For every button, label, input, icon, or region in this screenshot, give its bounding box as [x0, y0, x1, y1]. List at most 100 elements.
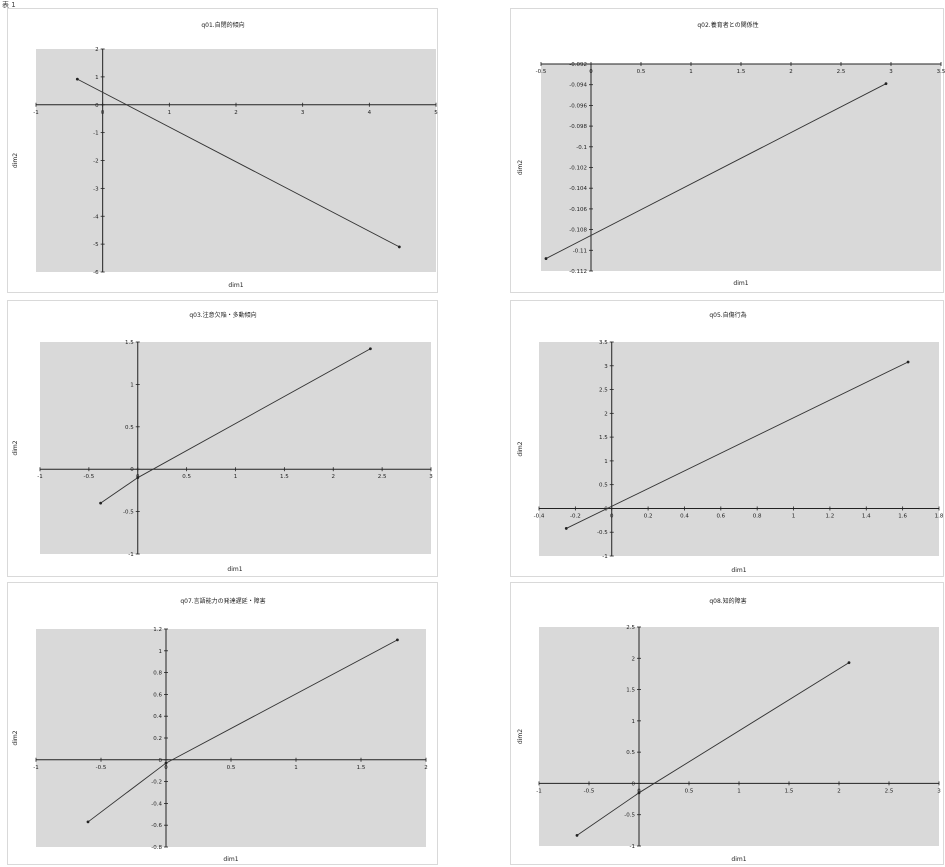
y-tick-label: 1.5 [125, 340, 134, 346]
x-tick-label: -0.4 [534, 513, 545, 519]
data-point [136, 476, 140, 480]
x-axis-label: dim1 [227, 566, 242, 573]
x-tick-label: 2 [789, 69, 793, 75]
y-tick-label: 0 [159, 758, 163, 764]
y-tick-label: 0.5 [626, 750, 635, 756]
y-tick-label: 0 [632, 781, 636, 787]
y-tick-label: 0 [130, 467, 134, 473]
y-axis-label: dim2 [517, 729, 524, 744]
x-tick-label: 1.4 [862, 513, 871, 519]
x-tick-label: 0.5 [685, 788, 694, 794]
x-tick-label: 0.6 [716, 513, 725, 519]
y-tick-label: 0.2 [153, 736, 162, 742]
data-point [368, 347, 372, 351]
y-tick-label: 2 [95, 47, 99, 53]
y-tick-label: -1 [602, 554, 607, 560]
y-tick-label: -1 [630, 844, 635, 850]
plot-area [36, 629, 426, 847]
x-tick-label: 3 [937, 788, 941, 794]
chart-panel-q07: q07.言語能力の発達遅延・障害 -1 -0.5 0 0.5 1 1.5 2 -0.8 -0.6… [7, 582, 438, 865]
data-point [906, 360, 910, 364]
chart-q03-svg: q03.注意欠陥・多動傾向 -1 -0.5 0 0.5 1 1.5 2 2.5 3 -1 -0.5 0… [12, 311, 433, 573]
x-tick-label: -1 [33, 110, 38, 116]
series-line [77, 78, 400, 248]
y-tick-label: 1 [632, 719, 636, 725]
x-tick-label: 5 [434, 110, 438, 116]
chart-title: q03.注意欠陥・多動傾向 [189, 311, 256, 319]
y-tick-label: -0.092 [569, 62, 587, 68]
x-tick-label: 1.5 [357, 765, 366, 771]
data-point [564, 527, 568, 530]
chart-panel-q01: q01.自閉的傾向 -1 0 1 2 3 4 5 -6 -5 -4 -3 -2 -1 0 1 2 dim1 d… [7, 8, 438, 293]
x-tick-label: 0.2 [644, 513, 653, 519]
x-tick-label: 1 [737, 788, 741, 794]
chart-title: q05.自傷行為 [709, 311, 746, 319]
y-tick-label: -0.4 [151, 801, 162, 807]
plot-area [40, 342, 431, 554]
x-tick-label: -0.5 [584, 788, 595, 794]
x-tick-label: -0.5 [84, 474, 95, 480]
y-tick-label: -2 [93, 159, 98, 165]
data-point [86, 820, 90, 824]
x-tick-label: 1.6 [898, 513, 907, 519]
chart-q01-svg: q01.自閉的傾向 -1 0 1 2 3 4 5 -6 -5 -4 -3 -2 -1 0 1 2 dim1 d… [12, 21, 438, 289]
y-tick-label: 2.5 [599, 388, 608, 394]
x-tick-label: 3 [301, 110, 305, 116]
x-tick-label: 1.8 [935, 513, 944, 519]
x-tick-label: 0 [637, 788, 641, 794]
x-tick-label: 1.5 [737, 69, 746, 75]
y-tick-label: -0.096 [569, 103, 587, 109]
y-tick-label: -4 [93, 214, 99, 220]
x-tick-label: 0 [610, 513, 614, 519]
y-tick-label: 1.5 [626, 688, 635, 694]
x-tick-label: 2 [837, 788, 841, 794]
y-tick-label: -0.8 [151, 845, 162, 851]
y-tick-label: 2.5 [626, 625, 635, 631]
x-tick-label: 1 [689, 69, 693, 75]
y-tick-label: -0.094 [569, 83, 587, 89]
x-tick-label: 1 [234, 474, 238, 480]
chart-q07-svg: q07.言語能力の発達遅延・障害 -1 -0.5 0 0.5 1 1.5 2 -0.8 -0.6… [12, 597, 428, 863]
chart-title: q08.知的障害 [709, 597, 746, 605]
x-tick-label: -0.5 [96, 765, 107, 771]
x-tick-label: -0.5 [536, 69, 547, 75]
x-axis-label: dim1 [223, 856, 238, 863]
y-tick-label: -0.106 [569, 207, 587, 213]
chart-title: q07.言語能力の発達遅延・障害 [180, 597, 265, 605]
x-tick-label: 0.8 [753, 513, 762, 519]
series-line [566, 361, 909, 529]
data-point [637, 791, 641, 795]
x-axis-label: dim1 [733, 280, 748, 287]
y-tick-label: -0.5 [624, 813, 635, 819]
y-tick-label: -6 [93, 270, 99, 276]
plot-area [541, 64, 941, 271]
x-tick-label: 0.5 [182, 474, 191, 480]
y-tick-label: 2 [632, 656, 636, 662]
y-tick-label: -0.6 [151, 823, 162, 829]
y-tick-label: 0.8 [153, 671, 162, 677]
data-point [544, 257, 548, 260]
y-tick-label: -0.1 [576, 145, 587, 151]
chart-title: q02.養育者との関係性 [697, 21, 758, 29]
chart-q05-svg: q05.自傷行為 -0.4 -0.2 0 0.2 0.4 0.6 0.8 1 1.2 1.4 1.6… [517, 311, 944, 574]
x-tick-label: 3 [429, 474, 433, 480]
x-tick-label: 1 [294, 765, 298, 771]
chart-q08-svg: q08.知的障害 -1 -0.5 0 0.5 1 1.5 2 2.5 3 -1 -0.5 0 0.5 1 1… [517, 597, 941, 863]
y-axis-label: dim2 [517, 441, 524, 456]
y-tick-label: 0.5 [599, 483, 608, 489]
y-tick-label: 0.5 [125, 425, 134, 431]
x-tick-label: 0 [164, 765, 168, 771]
x-tick-label: 3 [889, 69, 893, 75]
x-tick-label: 2 [332, 474, 336, 480]
x-tick-label: 1 [792, 513, 796, 519]
y-tick-label: -3 [93, 186, 99, 192]
y-tick-label: 2 [604, 411, 608, 417]
x-tick-label: 4 [368, 110, 372, 116]
y-axis-label: dim2 [12, 440, 19, 455]
data-point [164, 761, 168, 765]
y-tick-label: 1 [130, 382, 134, 388]
y-tick-label: 1.2 [153, 627, 162, 633]
x-tick-label: 1 [168, 110, 172, 116]
y-axis-label: dim2 [517, 160, 524, 175]
y-tick-label: -1 [93, 131, 98, 137]
